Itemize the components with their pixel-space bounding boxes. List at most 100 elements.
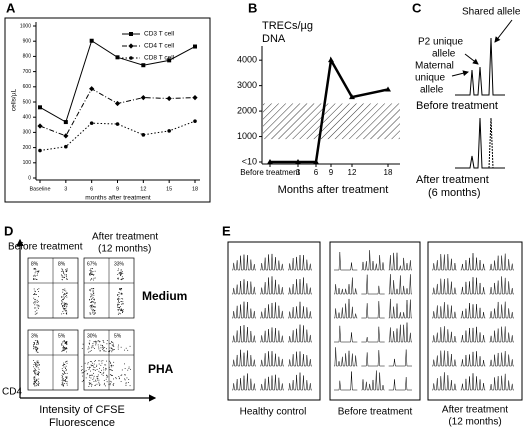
x-tick-label: 9 <box>329 168 334 177</box>
event-dot <box>89 380 91 381</box>
event-dot <box>90 270 91 272</box>
event-dot <box>112 345 114 347</box>
event-dot <box>121 272 122 274</box>
event-dot <box>33 348 35 350</box>
event-dot <box>93 310 95 312</box>
event-dot <box>103 350 105 351</box>
event-dot <box>120 273 122 274</box>
event-dot <box>108 351 110 353</box>
event-dot <box>87 362 89 363</box>
event-dot <box>89 343 90 345</box>
event-dot <box>66 341 68 342</box>
event-dot <box>64 308 66 310</box>
event-dot <box>120 306 121 308</box>
event-dot <box>125 383 127 385</box>
event-dot <box>113 349 115 350</box>
event-dot <box>93 369 95 371</box>
event-dot <box>63 385 64 387</box>
event-dot <box>88 383 90 385</box>
y-tick-label: 2000 <box>237 105 257 115</box>
event-dot <box>64 383 66 384</box>
event-dot <box>98 370 100 372</box>
event-dot <box>34 376 36 378</box>
event-dot <box>66 296 68 298</box>
event-dot <box>88 342 90 344</box>
event-dot <box>62 383 64 385</box>
event-dot <box>94 367 96 368</box>
event-dot <box>124 374 126 376</box>
event-dot <box>64 305 65 307</box>
event-dot <box>81 372 83 374</box>
event-dot <box>33 344 35 345</box>
event-dot <box>88 343 90 344</box>
event-dot <box>82 380 84 382</box>
event-dot <box>100 347 102 349</box>
event-dot <box>117 277 119 279</box>
event-dot <box>62 307 64 309</box>
event-dot <box>109 380 111 382</box>
point <box>89 121 94 125</box>
event-dot <box>129 345 131 347</box>
event-dot <box>128 366 130 368</box>
event-dot <box>66 343 68 345</box>
event-dot <box>120 274 122 276</box>
event-dot <box>66 271 68 273</box>
point <box>167 129 171 133</box>
event-dot <box>126 377 128 379</box>
event-dot <box>62 376 64 377</box>
event-dot <box>109 343 111 344</box>
event-dot <box>101 362 103 364</box>
event-dot <box>36 360 38 362</box>
event-dot <box>93 363 95 365</box>
event-dot <box>38 270 40 272</box>
event-dot <box>92 310 93 312</box>
event-dot <box>62 378 64 380</box>
event-dot <box>38 362 40 363</box>
event-dot <box>120 308 122 310</box>
event-dot <box>36 294 37 295</box>
event-dot <box>91 273 93 275</box>
point <box>114 100 121 107</box>
event-dot <box>98 383 100 385</box>
event-dot <box>66 304 68 305</box>
event-dot <box>63 341 65 343</box>
x-tick-label: 9 <box>116 186 119 192</box>
event-dot <box>38 270 39 272</box>
event-dot <box>102 340 104 342</box>
event-dot <box>33 376 35 378</box>
event-dot <box>63 272 65 274</box>
x-axis-title: months after treatment <box>85 195 151 202</box>
event-dot <box>35 370 37 372</box>
event-dot <box>34 268 36 269</box>
event-dot <box>37 340 39 342</box>
event-dot <box>106 340 108 341</box>
event-dot <box>103 380 105 381</box>
point <box>192 94 198 101</box>
event-dot <box>98 346 100 348</box>
event-dot <box>63 379 65 381</box>
event-dot <box>89 273 91 274</box>
event-dot <box>119 288 121 290</box>
event-dot <box>93 366 94 368</box>
event-dot <box>37 382 39 384</box>
spectratype <box>334 277 358 295</box>
event-dot <box>93 372 94 374</box>
spectratype <box>361 370 385 391</box>
event-dot <box>98 381 100 383</box>
event-dot <box>91 305 92 306</box>
event-dot <box>36 346 37 348</box>
event-dot <box>36 349 37 351</box>
event-dot <box>34 307 35 309</box>
x-tick-label: 12 <box>348 168 357 177</box>
event-dot <box>81 348 83 349</box>
event-dot <box>95 380 97 382</box>
event-dot <box>33 278 35 279</box>
event-dot <box>102 340 104 341</box>
event-dot <box>122 303 124 305</box>
x-tick-label: Baseline <box>29 186 50 192</box>
event-dot <box>65 343 67 345</box>
event-dot <box>66 312 67 314</box>
spectratype <box>288 254 312 271</box>
event-dot <box>111 351 113 353</box>
event-dot <box>37 304 39 306</box>
